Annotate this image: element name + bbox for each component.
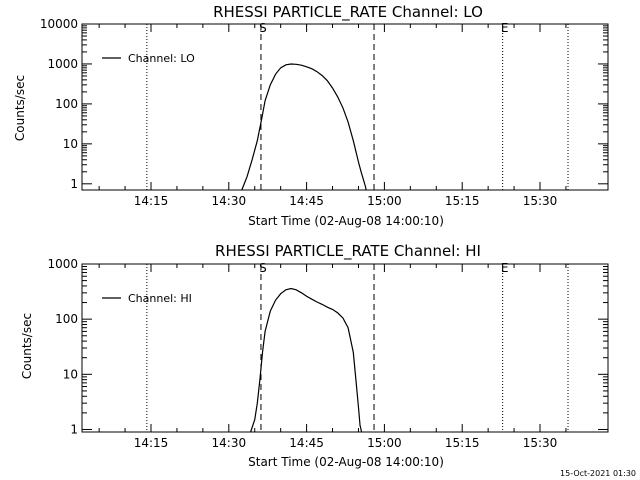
x-tick-label-5: 15:30 <box>523 436 558 450</box>
axis-ticks-lo: 14:15 14:30 14:45 15:00 15:15 15:30 1 10 100 1000… <box>40 17 608 208</box>
y-tick-label-0: 1 <box>70 422 78 436</box>
x-tick-label-0: 14:15 <box>134 194 169 208</box>
x-tick-label-3: 15:00 <box>367 194 402 208</box>
legend-lo: Channel: LO <box>102 52 195 65</box>
x-axis-label-hi: Start Time (02-Aug-08 14:00:10) <box>248 455 444 469</box>
axis-ticks-hi: 14:15 14:30 14:45 15:00 15:15 15:30 1 10 100 1000 <box>47 257 608 450</box>
x-axis-label-lo: Start Time (02-Aug-08 14:00:10) <box>248 214 444 228</box>
y-tick-label-4: 10000 <box>40 17 78 31</box>
x-tick-label-3: 15:00 <box>367 436 402 450</box>
x-tick-label-4: 15:15 <box>445 194 480 208</box>
y-axis-label-hi: Counts/sec <box>20 313 34 379</box>
chart-panel-hi: RHESSI PARTICLE_RATE Channel: HI Counts/… <box>20 242 609 469</box>
x-tick-label-2: 14:45 <box>289 436 324 450</box>
plot-frame-lo <box>81 23 609 191</box>
chart-panel-lo: RHESSI PARTICLE_RATE Channel: LO Counts/… <box>13 3 609 228</box>
y-tick-label-3: 1000 <box>47 257 78 271</box>
x-tick-label-5: 15:30 <box>523 194 558 208</box>
x-tick-label-1: 14:30 <box>212 194 247 208</box>
marker-label-1: S <box>259 21 267 35</box>
legend-label-lo: Channel: LO <box>128 52 195 65</box>
y-tick-label-2: 100 <box>55 312 78 326</box>
series-group-hi <box>250 287 363 433</box>
series-line-0 <box>250 287 363 433</box>
x-tick-label-4: 15:15 <box>445 436 480 450</box>
chart-title-hi: RHESSI PARTICLE_RATE Channel: HI <box>215 242 481 261</box>
y-tick-label-3: 1000 <box>47 57 78 71</box>
x-tick-label-1: 14:30 <box>212 436 247 450</box>
marker-label-1: S <box>259 261 267 275</box>
y-tick-label-0: 1 <box>70 177 78 191</box>
chart-title-lo: RHESSI PARTICLE_RATE Channel: LO <box>213 3 483 22</box>
marker-label-3: E <box>501 21 509 35</box>
y-tick-label-1: 10 <box>63 137 78 151</box>
series-group-lo <box>241 63 367 191</box>
footer-timestamp: 15-Oct-2021 01:30 <box>560 469 636 478</box>
y-axis-label-lo: Counts/sec <box>13 75 27 141</box>
y-tick-label-1: 10 <box>63 367 78 381</box>
x-tick-label-0: 14:15 <box>134 436 169 450</box>
legend-label-hi: Channel: HI <box>128 292 192 305</box>
series-line-0 <box>241 63 367 191</box>
marker-label-3: E <box>501 261 509 275</box>
x-tick-label-2: 14:45 <box>289 194 324 208</box>
y-tick-label-2: 100 <box>55 97 78 111</box>
plot-frame-hi <box>81 263 609 433</box>
legend-hi: Channel: HI <box>102 292 192 305</box>
